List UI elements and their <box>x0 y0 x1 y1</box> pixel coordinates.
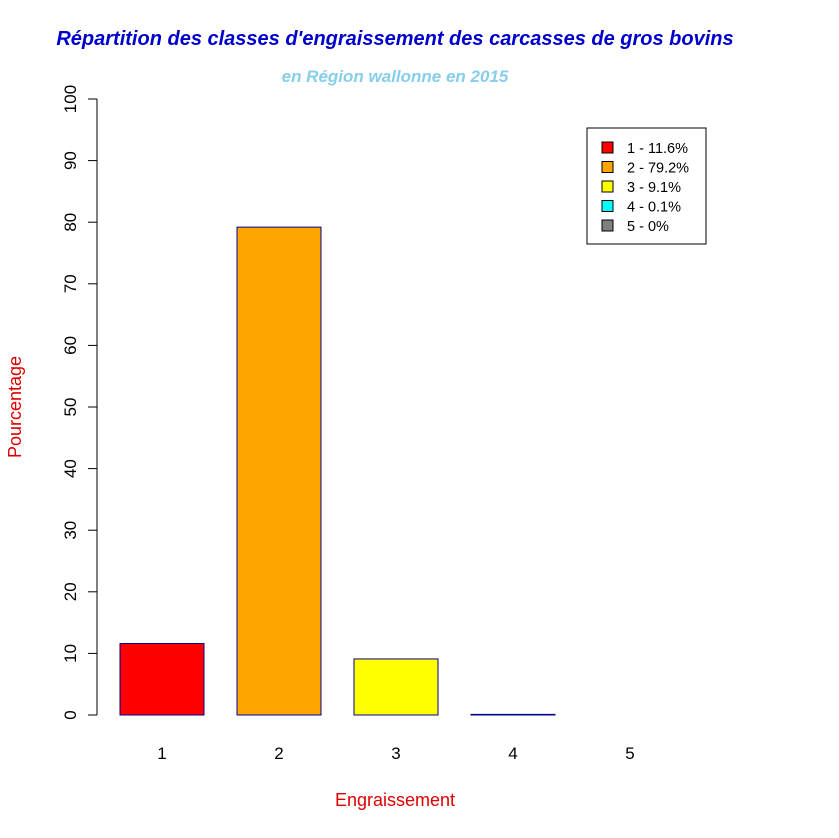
x-tick-label: 5 <box>625 744 634 763</box>
legend-entry: 5 - 0% <box>627 219 669 235</box>
y-tick-label: 70 <box>61 274 80 293</box>
x-axis-label: Engraissement <box>335 790 455 810</box>
x-tick-label: 2 <box>274 744 283 763</box>
y-axis-label: Pourcentage <box>5 356 25 458</box>
y-tick-label: 20 <box>61 582 80 601</box>
y-tick-label: 60 <box>61 336 80 355</box>
legend-entry: 2 - 79.2% <box>627 161 689 177</box>
x-tick-label: 4 <box>508 744 517 763</box>
y-tick-label: 40 <box>61 459 80 478</box>
bar-4 <box>470 713 556 716</box>
legend-swatch <box>601 200 614 212</box>
bars <box>119 226 556 716</box>
y-tick-label: 90 <box>61 151 80 170</box>
y-tick-label: 100 <box>61 85 80 113</box>
chart-title: Répartition des classes d'engraissement … <box>56 28 733 50</box>
y-tick-label: 10 <box>61 644 80 663</box>
legend-entry: 3 - 9.1% <box>627 180 681 196</box>
bar-2 <box>236 226 322 716</box>
legend-swatch <box>601 141 614 154</box>
y-tick-label: 80 <box>61 213 80 232</box>
x-tick-label: 1 <box>157 744 166 763</box>
legend-entry: 1 - 11.6% <box>627 141 688 157</box>
legend-swatch <box>601 161 614 173</box>
bar-3 <box>353 658 439 716</box>
bar-1 <box>119 643 205 716</box>
legend-swatch <box>601 219 614 232</box>
legend-swatch <box>601 180 614 193</box>
chart-subtitle: en Région wallonne en 2015 <box>282 67 509 86</box>
legend-entry: 4 - 0.1% <box>627 200 681 216</box>
y-tick-label: 50 <box>61 398 80 417</box>
x-tick-labels: 1 2 3 4 5 <box>157 744 634 763</box>
x-tick-label: 3 <box>391 744 400 763</box>
y-tick-label: 0 <box>61 710 80 719</box>
legend: 1 - 11.6% 2 - 79.2% 3 - 9.1% 4 - 0.1% 5 - 0% <box>586 127 707 245</box>
y-tick-label: 30 <box>61 521 80 540</box>
y-axis: 0 10 20 30 40 50 60 70 80 90 100 <box>61 85 98 720</box>
